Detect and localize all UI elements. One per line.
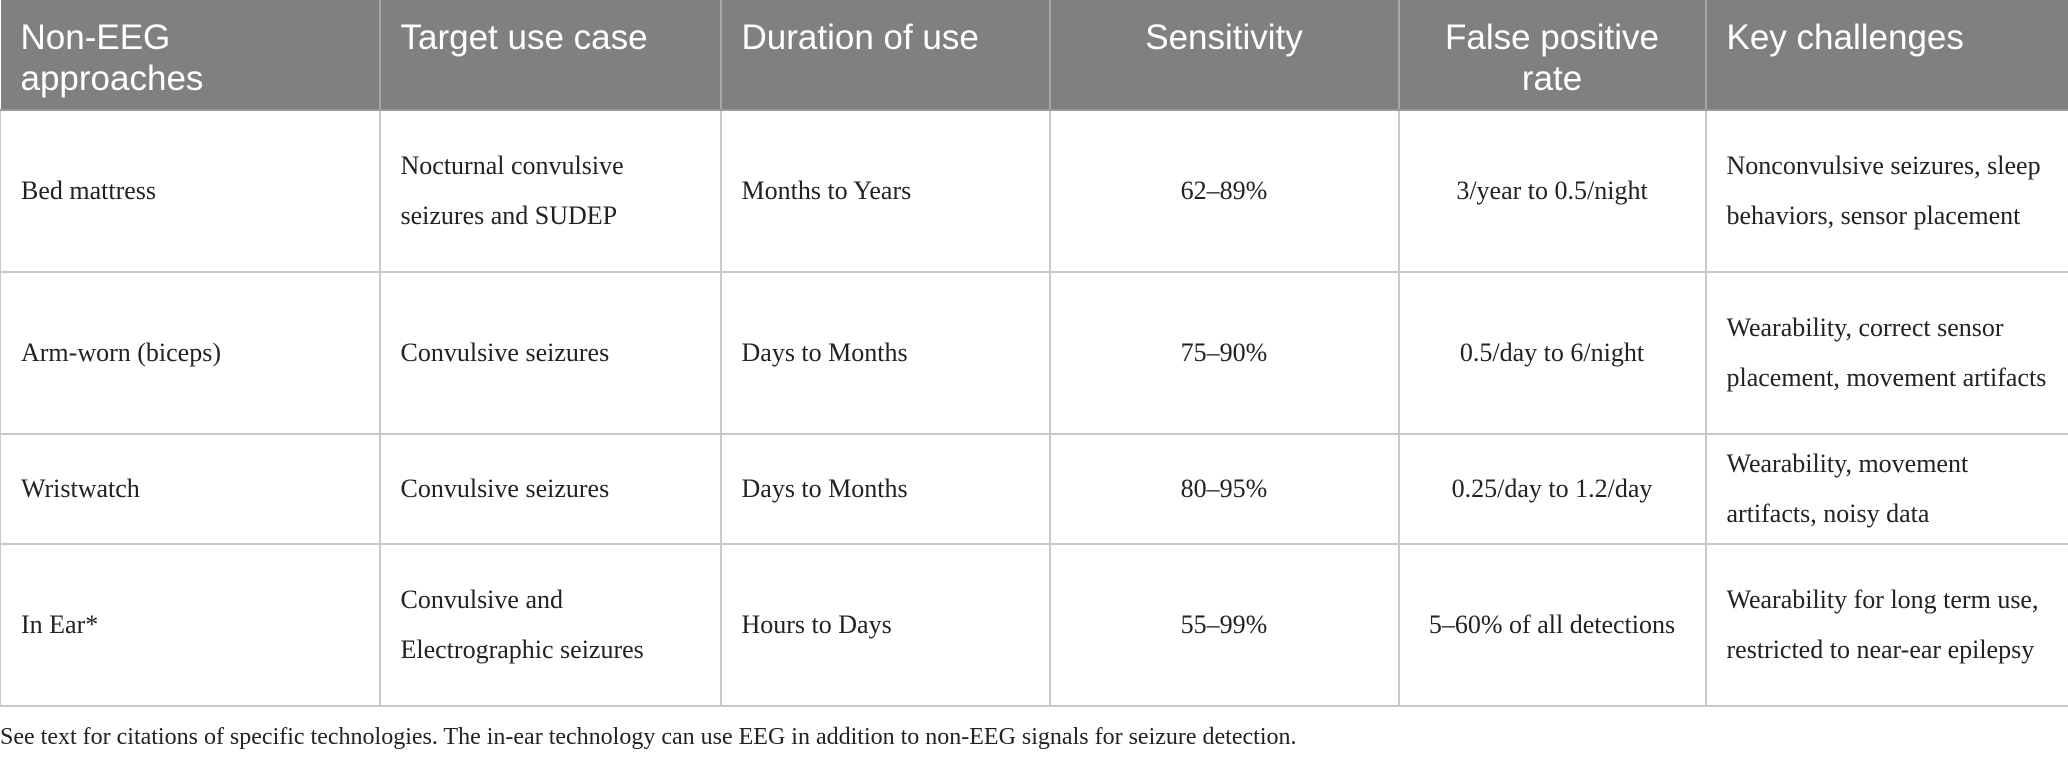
- cell-false-positive-rate: 5–60% of all detections: [1398, 544, 1707, 707]
- cell-challenges: Wearability, movement artifacts, noisy d…: [1705, 434, 2068, 545]
- cell-duration: Months to Years: [720, 110, 1051, 273]
- header-challenges: Key challenges: [1705, 0, 2068, 111]
- header-use-case: Target use case: [379, 0, 722, 111]
- cell-approach: In Ear*: [0, 544, 381, 707]
- cell-approach: Wristwatch: [0, 434, 381, 545]
- cell-use-case: Convulsive seizures: [379, 434, 722, 545]
- cell-duration: Days to Months: [720, 434, 1051, 545]
- cell-use-case: Convulsive seizures: [379, 272, 722, 435]
- cell-sensitivity: 62–89%: [1049, 110, 1400, 273]
- cell-approach: Arm-worn (biceps): [0, 272, 381, 435]
- table-row: Arm-worn (biceps) Convulsive seizures Da…: [0, 272, 2068, 435]
- header-approach: Non-EEG approaches: [0, 0, 381, 111]
- non-eeg-approaches-table: Non-EEG approaches Target use case Durat…: [0, 0, 2068, 707]
- header-duration: Duration of use: [720, 0, 1051, 111]
- cell-false-positive-rate: 3/year to 0.5/night: [1398, 110, 1707, 273]
- comparison-table-container: Non-EEG approaches Target use case Durat…: [0, 0, 2068, 707]
- table-row: Bed mattress Nocturnal convulsive seizur…: [0, 110, 2068, 273]
- table-row: In Ear* Convulsive and Electrographic se…: [0, 544, 2068, 707]
- header-row: Non-EEG approaches Target use case Durat…: [0, 0, 2068, 111]
- cell-approach: Bed mattress: [0, 110, 381, 273]
- cell-challenges: Nonconvulsive seizures, sleep behaviors,…: [1705, 110, 2068, 273]
- cell-duration: Hours to Days: [720, 544, 1051, 707]
- table-row: Wristwatch Convulsive seizures Days to M…: [0, 434, 2068, 545]
- cell-false-positive-rate: 0.25/day to 1.2/day: [1398, 434, 1707, 545]
- cell-sensitivity: 80–95%: [1049, 434, 1400, 545]
- cell-sensitivity: 55–99%: [1049, 544, 1400, 707]
- cell-use-case: Nocturnal convulsive seizures and SUDEP: [379, 110, 722, 273]
- table-footnote: See text for citations of specific techn…: [0, 724, 1297, 750]
- cell-challenges: Wearability for long term use, restricte…: [1705, 544, 2068, 707]
- table-header: Non-EEG approaches Target use case Durat…: [0, 0, 2068, 111]
- cell-use-case: Convulsive and Electrographic seizures: [379, 544, 722, 707]
- table-body: Bed mattress Nocturnal convulsive seizur…: [0, 110, 2068, 707]
- cell-false-positive-rate: 0.5/day to 6/night: [1398, 272, 1707, 435]
- cell-challenges: Wearability, correct sensor placement, m…: [1705, 272, 2068, 435]
- header-sensitivity: Sensitivity: [1049, 0, 1400, 111]
- cell-sensitivity: 75–90%: [1049, 272, 1400, 435]
- cell-duration: Days to Months: [720, 272, 1051, 435]
- header-false-positive-rate: False positive rate: [1398, 0, 1707, 111]
